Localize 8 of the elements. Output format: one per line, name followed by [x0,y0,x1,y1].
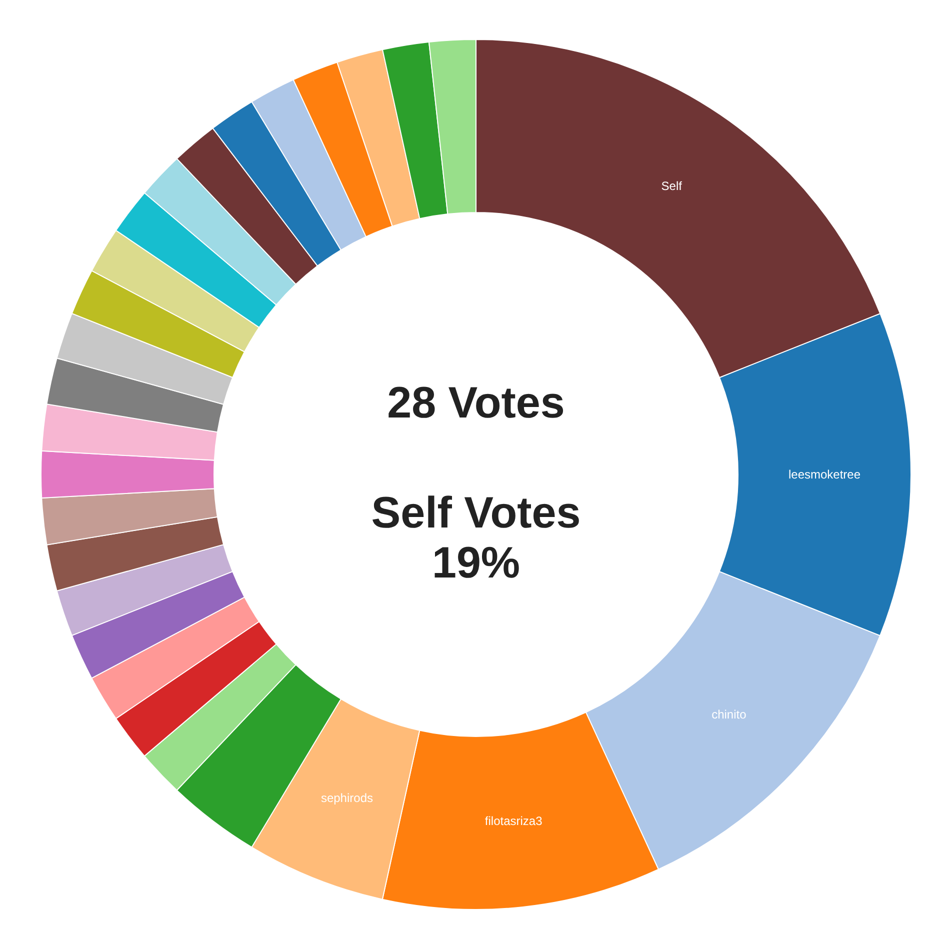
text: 19% [432,538,520,588]
slice-label: sephirods [320,791,373,806]
text: Self Votes [371,488,581,538]
slice-label: chinito [712,707,747,722]
slice-label: filotasriza3 [484,814,543,828]
slice-label: Self [661,179,683,194]
slice-label: leesmoketree [788,468,861,482]
text: 28 Votes [387,378,565,428]
